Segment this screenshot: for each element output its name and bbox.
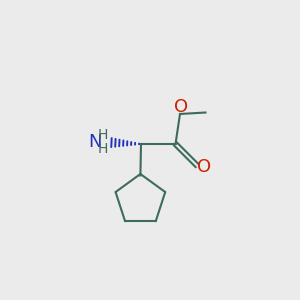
Text: O: O bbox=[174, 98, 188, 116]
Text: O: O bbox=[196, 158, 211, 175]
Text: H: H bbox=[98, 128, 108, 142]
Text: N: N bbox=[88, 133, 102, 151]
Text: H: H bbox=[98, 142, 108, 156]
